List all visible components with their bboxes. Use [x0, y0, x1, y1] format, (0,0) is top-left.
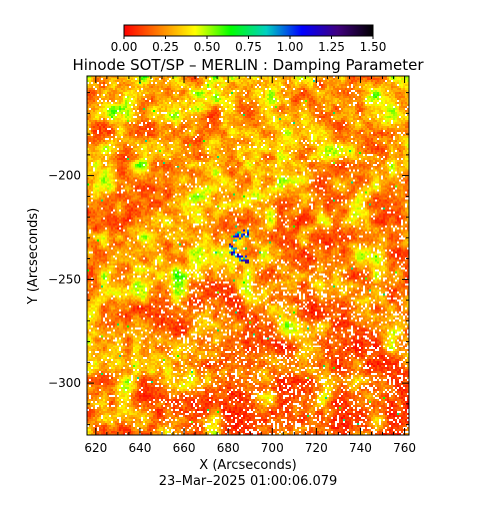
- x-tick-label: 640: [128, 441, 151, 455]
- colorbar-tick-label: 0.00: [111, 40, 138, 54]
- x-tick-label: 660: [173, 441, 196, 455]
- colorbar: 0.00 0.25 0.50 0.75 1.00 1.25 1.50: [111, 24, 387, 54]
- x-axis-label: X (Arcseconds): [199, 458, 296, 473]
- chart-title: Hinode SOT/SP – MERLIN : Damping Paramet…: [72, 56, 424, 74]
- colorbar-bar: [123, 24, 374, 37]
- heatmap-plot: [86, 75, 410, 436]
- damping-heatmap-image: [87, 76, 409, 435]
- y-tick-label: −200: [48, 169, 81, 183]
- colorbar-tick-label: 1.00: [277, 40, 304, 54]
- y-tick-label: −300: [48, 376, 81, 390]
- x-tick-label: 620: [84, 441, 107, 455]
- colorbar-tick-label: 1.50: [360, 40, 387, 54]
- x-tick-label: 760: [393, 441, 416, 455]
- colorbar-tick-label: 0.25: [152, 40, 179, 54]
- colorbar-tick-label: 0.50: [194, 40, 221, 54]
- colorbar-tick-labels: 0.00 0.25 0.50 0.75 1.00 1.25 1.50: [111, 36, 387, 54]
- x-axis: 620 640 660 680 700 720 740 760: [84, 76, 416, 455]
- y-tick-label: −250: [48, 272, 81, 286]
- colorbar-tick-label: 1.25: [318, 40, 345, 54]
- colorbar-tick-label: 0.75: [235, 40, 262, 54]
- x-tick-label: 720: [305, 441, 328, 455]
- x-tick-label: 740: [349, 441, 372, 455]
- y-axis-label: Y (Arcseconds): [26, 208, 41, 305]
- x-tick-label: 700: [261, 441, 284, 455]
- y-axis: −200 −250 −300: [48, 92, 409, 426]
- timestamp-footer: 23–Mar–2025 01:00:06.079: [159, 474, 338, 489]
- x-tick-label: 680: [217, 441, 240, 455]
- plot-frame: [86, 75, 410, 436]
